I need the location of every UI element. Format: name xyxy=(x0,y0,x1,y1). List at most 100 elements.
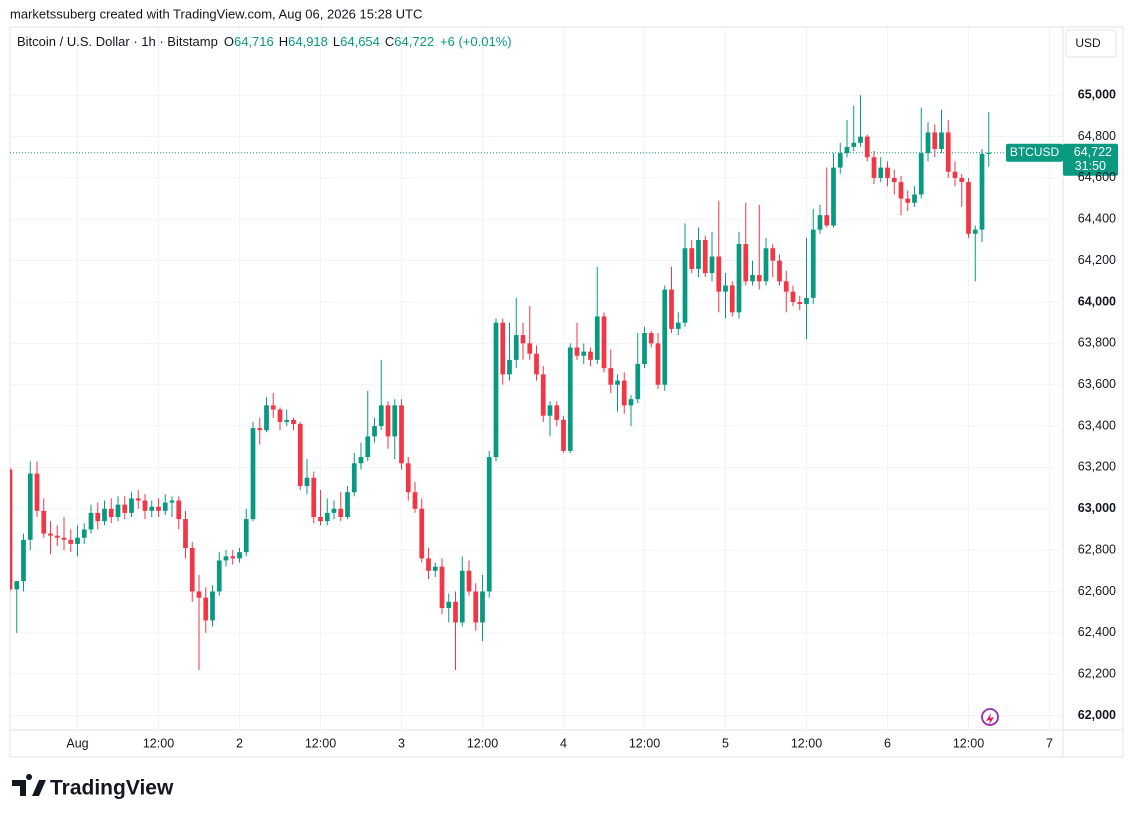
candle-body xyxy=(898,182,904,199)
brand: TradingView xyxy=(50,777,174,800)
candle-body xyxy=(655,343,661,385)
l-key: L xyxy=(333,34,340,49)
countdown: 31:50 xyxy=(1075,159,1106,173)
candle-body xyxy=(223,556,229,561)
candle-body xyxy=(878,167,884,178)
candle-body xyxy=(932,132,938,149)
brand-logo xyxy=(12,774,46,796)
candle-body xyxy=(149,506,155,511)
candle-body xyxy=(979,153,985,230)
candle-body xyxy=(102,508,107,522)
candle-body xyxy=(702,239,708,274)
candle-body xyxy=(824,215,830,226)
candle-body xyxy=(324,512,330,522)
candle-body xyxy=(41,510,47,534)
candle-body xyxy=(473,591,479,623)
candle-body xyxy=(189,548,195,592)
candle-body xyxy=(250,428,256,520)
candle-body xyxy=(601,316,607,369)
candle-body xyxy=(446,601,452,609)
candle-body xyxy=(621,380,627,406)
y-tick-label: 63,200 xyxy=(1078,460,1116,474)
ticker: BTCUSD xyxy=(1010,145,1060,159)
candle-body xyxy=(412,492,418,509)
candle-body xyxy=(574,347,580,356)
candle-body xyxy=(959,177,965,183)
assistant-icon[interactable] xyxy=(981,708,999,726)
candle-body xyxy=(331,508,337,513)
candle-body xyxy=(750,275,755,282)
candle-body xyxy=(581,351,587,356)
l-value: 64,654 xyxy=(340,34,380,49)
c-key: C xyxy=(385,34,394,49)
candle-body xyxy=(203,597,209,621)
candle-body xyxy=(95,512,101,522)
candle-body xyxy=(642,333,647,365)
candle-body xyxy=(378,405,384,427)
candle-body xyxy=(27,473,33,540)
candle-body xyxy=(108,508,114,518)
candle-body xyxy=(270,405,276,410)
candle-body xyxy=(338,508,344,518)
candle-body xyxy=(696,239,701,269)
candle-body xyxy=(311,477,317,518)
candle-body xyxy=(297,423,303,487)
candle-body xyxy=(716,256,722,292)
candle-body xyxy=(513,335,519,360)
candle-body xyxy=(864,136,870,158)
candle-body xyxy=(831,167,836,226)
x-tick-label: 12:00 xyxy=(953,736,984,750)
grid xyxy=(10,27,1063,730)
currency-button[interactable] xyxy=(1065,29,1117,58)
candle-body xyxy=(662,289,668,385)
y-tick-label: 63,800 xyxy=(1078,336,1116,350)
currency[interactable]: USD xyxy=(1075,36,1101,50)
candle-body xyxy=(567,347,573,451)
y-tick-label: 64,400 xyxy=(1078,212,1116,226)
candle-body xyxy=(264,405,269,431)
x-tick-label: 12:00 xyxy=(467,736,498,750)
candle-body xyxy=(986,152,992,154)
candle-body xyxy=(520,335,526,344)
candle-body xyxy=(817,215,823,230)
candle-body xyxy=(534,353,539,375)
candle-body xyxy=(419,508,425,559)
candle-body xyxy=(891,177,897,183)
y-tick-label: 64,600 xyxy=(1078,170,1116,184)
y-tick-label: 63,000 xyxy=(1078,501,1116,515)
candle-body xyxy=(156,506,161,511)
candle-body xyxy=(459,570,465,623)
candle-body xyxy=(372,426,377,437)
candle-body xyxy=(966,182,971,234)
candles xyxy=(10,95,992,671)
candle-body xyxy=(635,364,641,400)
y-tick-label: 65,000 xyxy=(1078,88,1116,102)
candle-body xyxy=(21,539,26,582)
candle-body xyxy=(507,359,512,375)
candle-body xyxy=(10,469,13,590)
candle-body xyxy=(48,533,53,536)
y-tick-label: 63,600 xyxy=(1078,377,1116,391)
h-key: H xyxy=(279,34,288,49)
candle-body xyxy=(115,504,121,518)
price-box xyxy=(1063,143,1118,176)
candle-body xyxy=(196,591,202,598)
candle-body xyxy=(615,380,620,385)
candle-body xyxy=(399,405,404,464)
credit: marketssuberg created with TradingView.c… xyxy=(10,6,422,21)
candle-body xyxy=(858,136,863,143)
candle-body xyxy=(392,405,398,437)
candle-body xyxy=(439,566,445,609)
candle-body xyxy=(669,289,674,329)
candle-body xyxy=(952,171,958,178)
candle-body xyxy=(797,301,803,305)
candle-body xyxy=(480,591,485,623)
x-tick-label: 2 xyxy=(236,736,243,750)
candle-body xyxy=(945,132,951,172)
candle-body xyxy=(216,560,222,592)
x-tick-label: 12:00 xyxy=(305,736,336,750)
y-tick-label: 64,800 xyxy=(1078,129,1116,143)
candle-body xyxy=(351,463,357,493)
